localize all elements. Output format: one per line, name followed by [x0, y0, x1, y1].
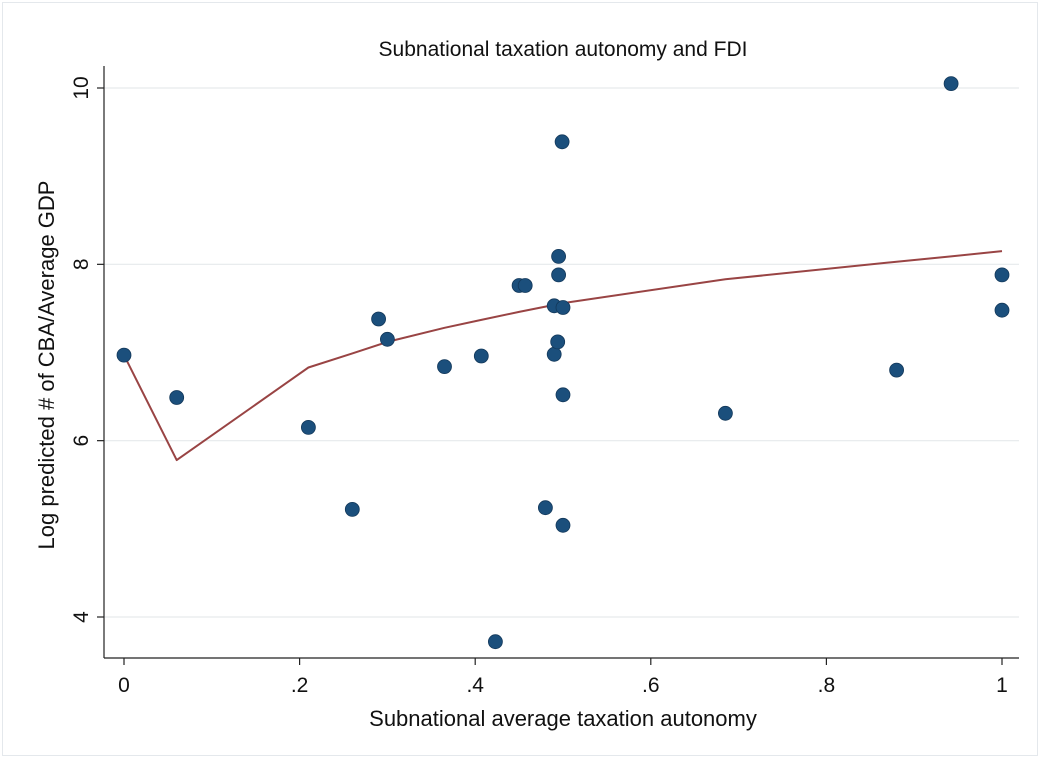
- scatter-point: [943, 76, 959, 91]
- scatter-point: [538, 500, 553, 516]
- scatter-point: [994, 267, 1010, 283]
- gridlines: [104, 87, 1019, 618]
- fitted-line: [123, 250, 1003, 462]
- scatter-point: [473, 348, 489, 364]
- scatter-point: [344, 501, 360, 517]
- y-axis-title: Log predicted # of CBA/Average GDP: [34, 181, 59, 550]
- scatter-point: [169, 390, 185, 405]
- x-tick-label: .2: [291, 674, 309, 697]
- fit-line-layer: [123, 250, 1003, 462]
- axes: [103, 66, 1019, 659]
- scatter-point: [994, 302, 1010, 318]
- y-tick-label: 4: [70, 611, 93, 623]
- scatter-point: [116, 347, 132, 363]
- scatter-point: [487, 634, 503, 650]
- scatter-point: [517, 278, 533, 293]
- scatter-point: [300, 419, 316, 435]
- scatter-point: [371, 311, 387, 327]
- scatter-point: [718, 405, 733, 421]
- y-tick-label: 6: [70, 435, 93, 447]
- scatter-point: [555, 387, 571, 403]
- scatter-point: [555, 517, 571, 533]
- x-tick-label: 0: [118, 674, 130, 697]
- scatter-point: [551, 267, 566, 283]
- x-tick-label: .4: [466, 674, 484, 697]
- chart-title: Subnational taxation autonomy and FDI: [379, 38, 748, 61]
- scatter-point: [437, 359, 452, 375]
- points-layer: [116, 76, 1010, 650]
- x-tick-label: .6: [642, 674, 660, 697]
- scatter-point: [379, 331, 395, 347]
- ticks: 0 .2 .4 .6 .8 1 4 6 8 10: [70, 76, 1008, 697]
- y-tick-label: 8: [70, 258, 93, 270]
- scatter-point: [550, 334, 566, 350]
- scatter-point: [555, 300, 571, 315]
- y-tick-label: 10: [70, 76, 93, 99]
- x-axis-title: Subnational average taxation autonomy: [369, 706, 757, 731]
- scatter-point: [546, 346, 562, 362]
- scatter-point: [551, 248, 566, 264]
- scatter-point: [554, 134, 570, 150]
- x-tick-label: 1: [996, 674, 1008, 697]
- x-tick-label: .8: [818, 674, 836, 697]
- scatter-point: [889, 362, 904, 378]
